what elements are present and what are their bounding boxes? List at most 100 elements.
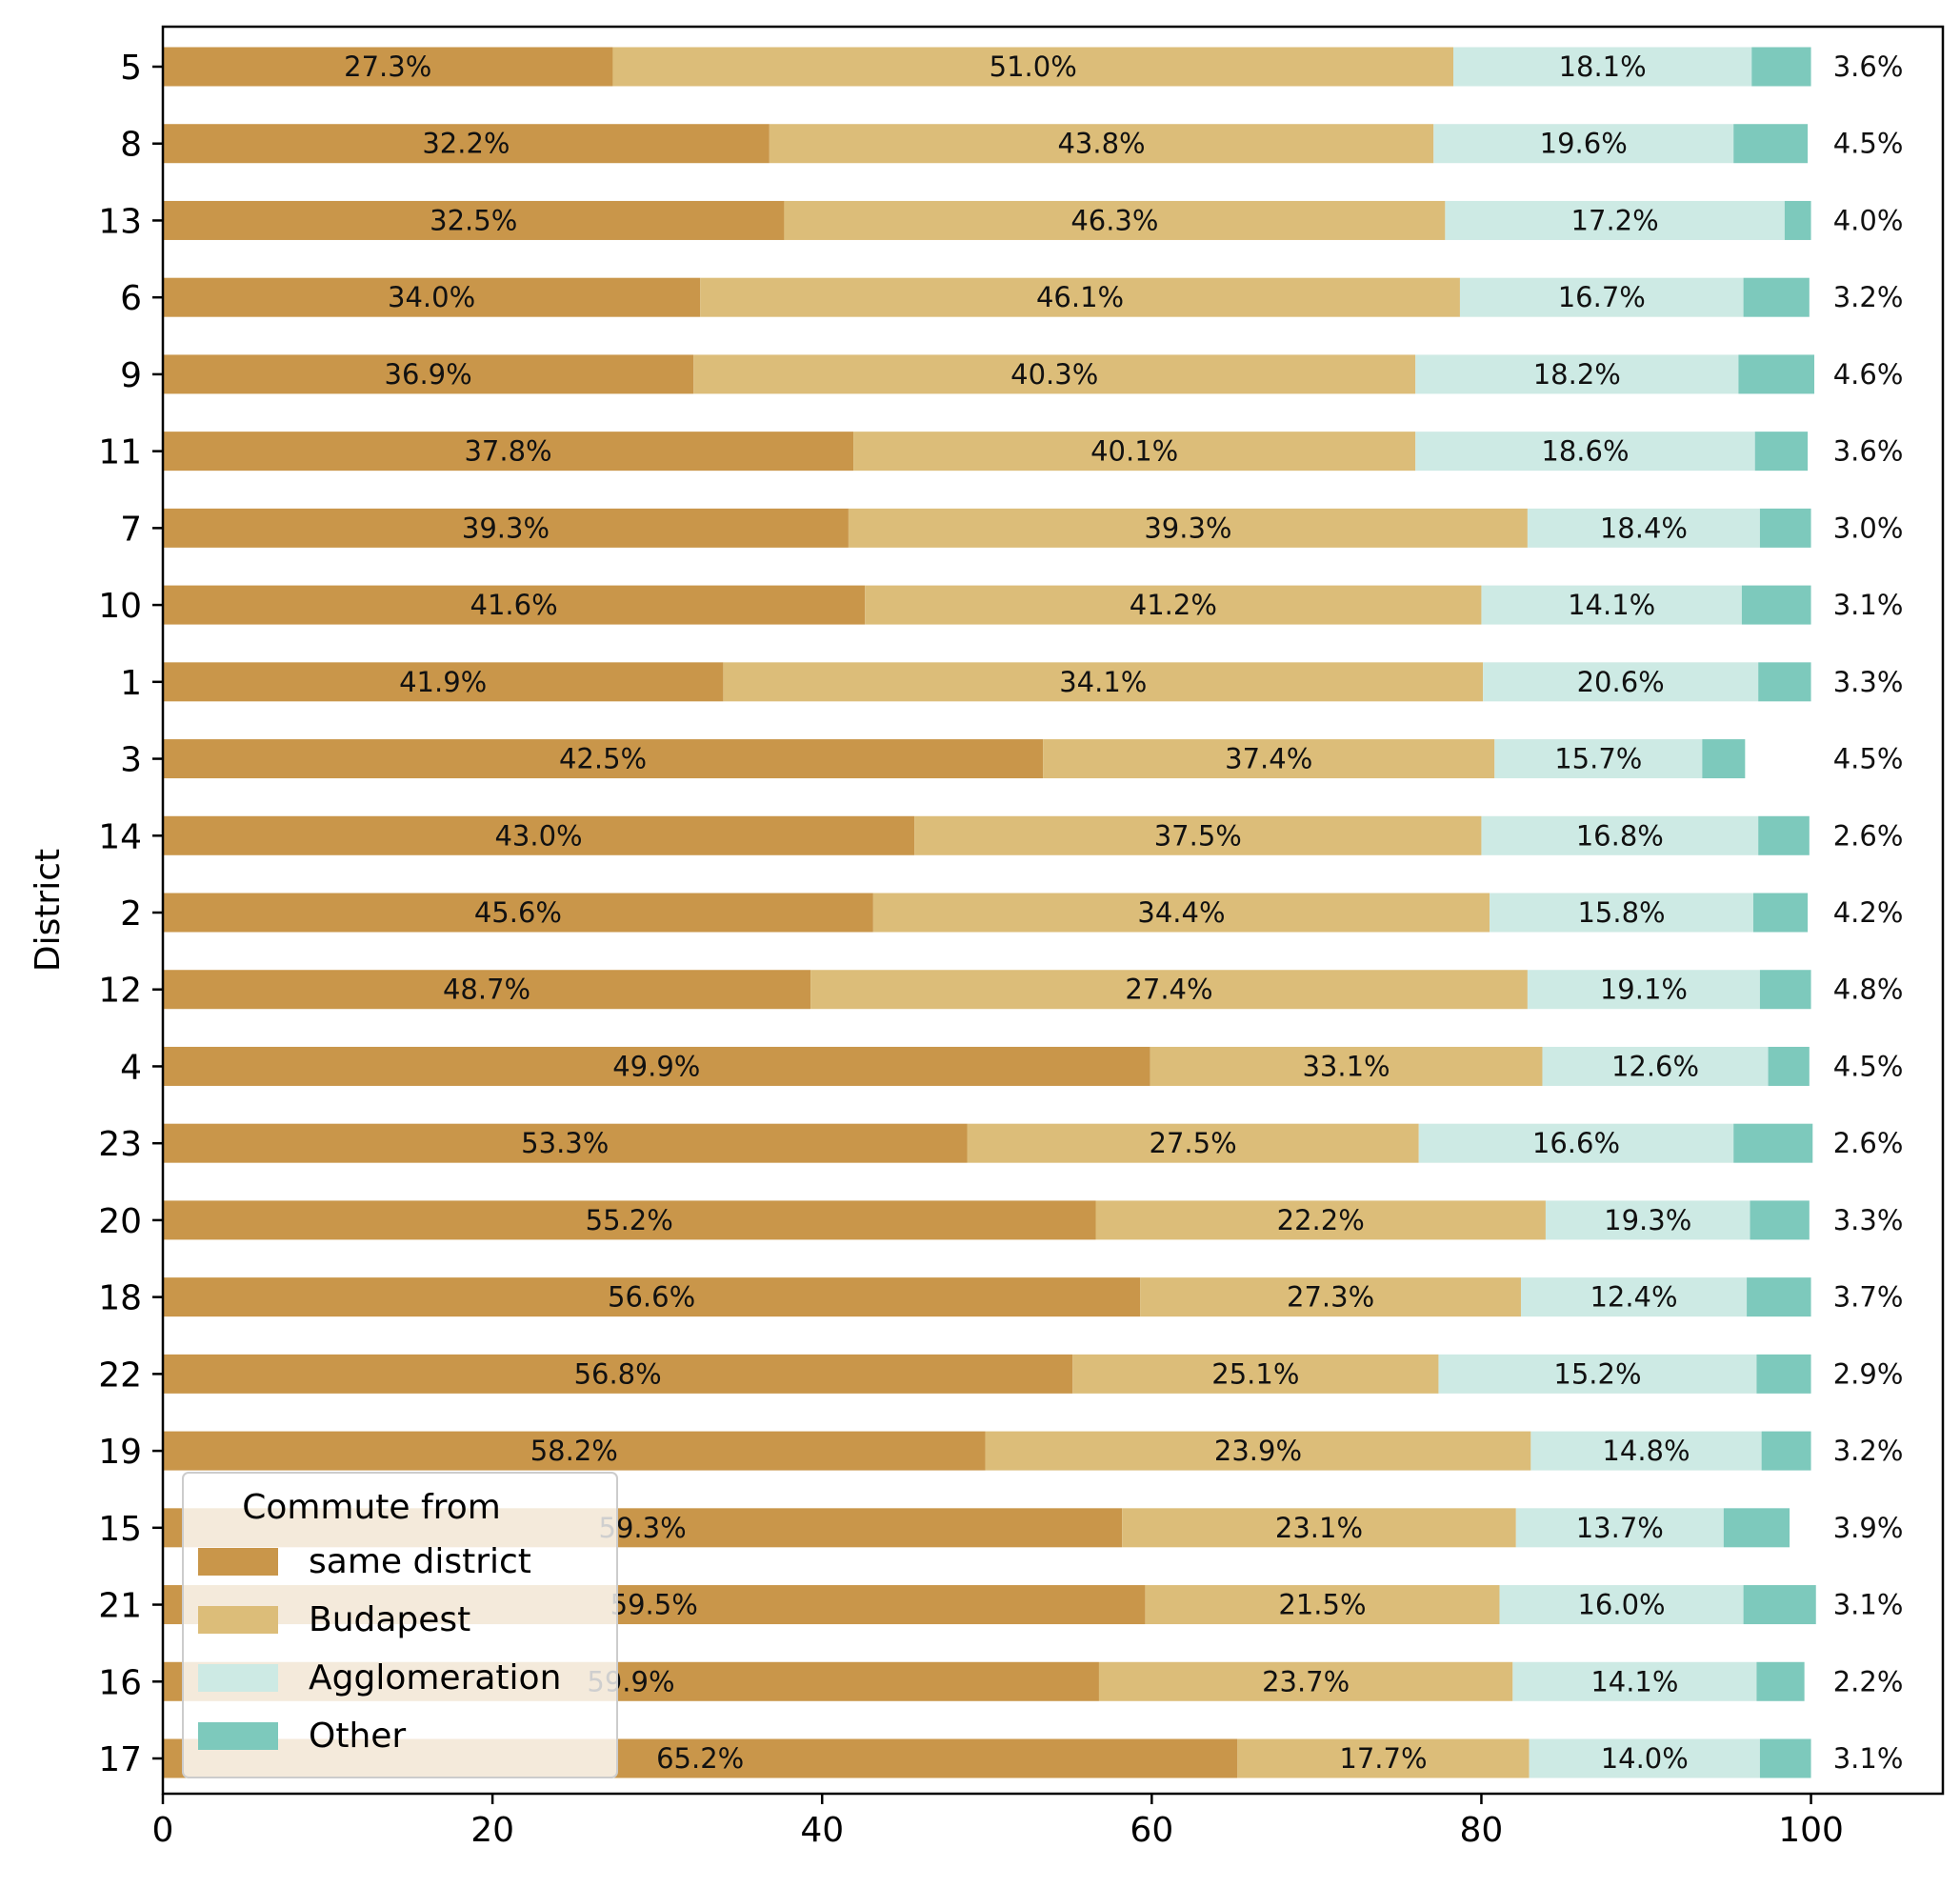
y-tick-label: 2 <box>120 894 142 934</box>
data-label: 37.4% <box>1225 743 1312 775</box>
bar-segment <box>163 585 866 625</box>
bar-segment <box>1759 1738 1811 1778</box>
data-label: 37.5% <box>1154 819 1242 852</box>
data-label: 3.1% <box>1833 1589 1904 1621</box>
bar-segment <box>1752 893 1809 933</box>
data-label: 27.4% <box>1125 974 1212 1006</box>
bar-segment <box>1043 739 1495 779</box>
y-tick-label: 8 <box>120 126 142 165</box>
bar-segment <box>1483 662 1759 702</box>
data-label: 4.5% <box>1833 128 1904 160</box>
bar-segment <box>163 1123 968 1163</box>
data-label: 39.3% <box>1144 512 1231 544</box>
data-label: 4.0% <box>1833 204 1904 236</box>
bar-segment <box>1545 1200 1750 1240</box>
segment-labels-layer: 27.3% 51.0% 18.1% 3.6% 32.2% 43.8% 19.6% 4.5% 32… <box>344 50 1903 1775</box>
bar-segment <box>1453 47 1752 87</box>
legend: Commute from same district Budapest Agglom… <box>182 1472 618 1778</box>
y-tick-label: 1 <box>120 664 142 703</box>
data-label: 16.8% <box>1576 819 1664 852</box>
bar-segment <box>1095 1200 1546 1240</box>
bar-segment <box>1743 1585 1816 1625</box>
x-tick-label: 20 <box>470 1811 514 1850</box>
data-label: 3.6% <box>1833 435 1904 468</box>
data-label: 2.6% <box>1833 819 1904 852</box>
y-tick-label: 18 <box>98 1279 142 1318</box>
data-label: 2.6% <box>1833 1127 1904 1159</box>
bar-segment <box>163 1354 1073 1394</box>
bar-segment <box>1751 47 1811 87</box>
legend-swatch <box>198 1664 278 1692</box>
x-tick-label: 40 <box>800 1811 844 1850</box>
data-label: 46.1% <box>1036 281 1124 313</box>
bar-segment <box>1761 1431 1811 1471</box>
bar-segment <box>1072 1354 1439 1394</box>
bar-segment <box>1481 815 1759 855</box>
data-label: 59.5% <box>610 1589 698 1621</box>
bar-segment <box>1481 585 1742 625</box>
data-label: 21.5% <box>1278 1589 1366 1621</box>
data-label: 17.2% <box>1571 204 1659 236</box>
y-tick-label: 14 <box>98 817 142 856</box>
legend-swatch <box>198 1606 278 1634</box>
y-tick-label: 7 <box>120 510 142 549</box>
bar-segment <box>784 200 1446 240</box>
data-label: 16.6% <box>1532 1127 1620 1159</box>
bar-segment <box>1515 1508 1724 1548</box>
x-tick-label: 80 <box>1460 1811 1504 1850</box>
bar-segment <box>163 200 785 240</box>
bar-segment <box>163 354 694 394</box>
bar-segment <box>163 1200 1096 1240</box>
data-label: 19.1% <box>1600 974 1688 1006</box>
bar-segment <box>1759 970 1811 1010</box>
data-label: 39.3% <box>462 512 550 544</box>
bar-segment <box>769 124 1434 164</box>
data-label: 4.5% <box>1833 1050 1904 1082</box>
data-label: 3.7% <box>1833 1281 1904 1314</box>
legend-label: Agglomeration <box>309 1658 561 1697</box>
data-label: 53.3% <box>521 1127 609 1159</box>
data-label: 42.5% <box>559 743 647 775</box>
data-label: 23.7% <box>1262 1665 1350 1697</box>
data-label: 3.0% <box>1833 512 1904 544</box>
bar-segment <box>693 354 1416 394</box>
data-label: 32.5% <box>430 204 517 236</box>
bar-segment <box>1747 1277 1811 1317</box>
bar-segment <box>810 970 1528 1010</box>
data-label: 45.6% <box>474 896 562 929</box>
data-label: 23.1% <box>1275 1512 1363 1544</box>
data-label: 48.7% <box>443 974 530 1006</box>
data-label: 46.3% <box>1070 204 1158 236</box>
data-label: 14.1% <box>1590 1665 1678 1697</box>
bar-segment <box>1743 277 1810 317</box>
data-label: 3.3% <box>1833 1204 1904 1236</box>
bar-segment <box>914 815 1482 855</box>
bar-segment <box>967 1123 1419 1163</box>
legend-swatch <box>198 1548 278 1576</box>
legend-entries: same district Budapest Agglomeration Other <box>198 1542 561 1756</box>
data-label: 3.3% <box>1833 666 1904 698</box>
data-label: 18.6% <box>1541 435 1629 468</box>
bar-segment <box>1756 1661 1805 1701</box>
bar-segment <box>1530 1431 1762 1471</box>
data-label: 14.1% <box>1568 589 1655 621</box>
bar-segment <box>723 662 1484 702</box>
y-tick-label: 20 <box>98 1202 142 1241</box>
bar-segment <box>1445 200 1785 240</box>
data-label: 14.0% <box>1601 1742 1689 1775</box>
data-label: 4.6% <box>1833 358 1904 391</box>
bar-segment <box>1733 124 1809 164</box>
bar-segment <box>1741 585 1811 625</box>
data-label: 18.1% <box>1559 50 1647 83</box>
data-label: 4.2% <box>1833 896 1904 929</box>
bar-segment <box>1145 1585 1500 1625</box>
bar-segment <box>1499 1585 1744 1625</box>
y-tick-label: 22 <box>98 1356 142 1395</box>
bar-segment <box>872 893 1490 933</box>
bar-segment <box>700 277 1460 317</box>
bar-segment <box>163 739 1044 779</box>
y-tick-label: 10 <box>98 587 142 626</box>
data-label: 49.9% <box>612 1050 700 1082</box>
data-label: 27.3% <box>344 50 431 83</box>
